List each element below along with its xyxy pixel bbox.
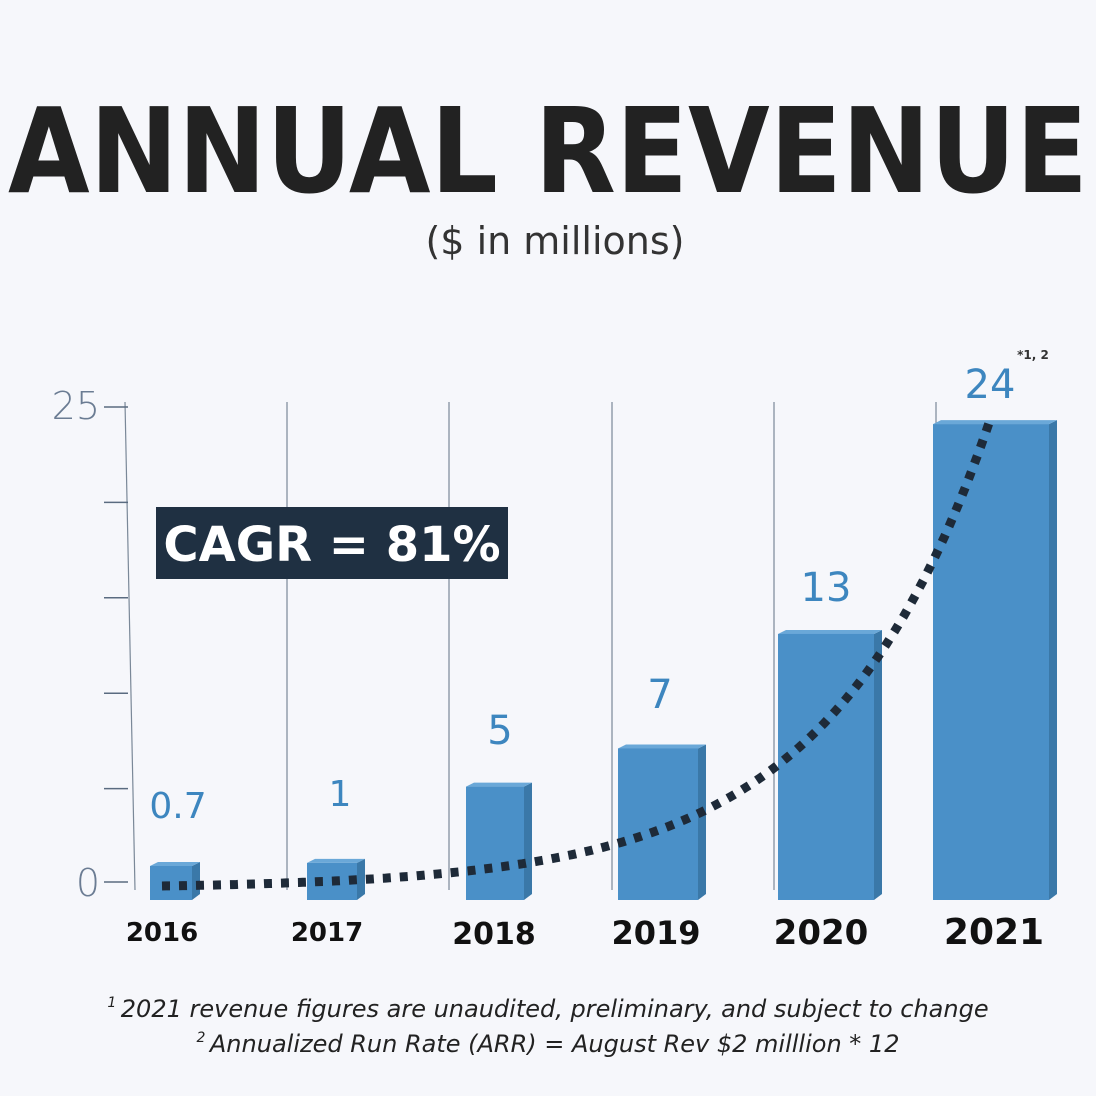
bar-side bbox=[874, 629, 882, 900]
cagr-label: CAGR = 81% bbox=[163, 517, 500, 573]
bar-face bbox=[618, 748, 698, 900]
bar-side bbox=[1049, 420, 1057, 900]
bar-face bbox=[933, 424, 1049, 900]
footnote-1: 1 2021 revenue figures are unaudited, pr… bbox=[107, 994, 988, 1023]
y-axis: 0 25 bbox=[52, 384, 128, 905]
year-label: 2021 bbox=[944, 912, 1044, 953]
year-label: 2019 bbox=[611, 914, 700, 952]
bar-top bbox=[307, 858, 365, 863]
value-label: 5 bbox=[487, 708, 512, 754]
bar bbox=[618, 744, 706, 900]
footnote-2-mark: 2 bbox=[197, 1030, 206, 1046]
trend-curve bbox=[161, 418, 995, 891]
bar bbox=[150, 862, 200, 900]
footnote-1-mark: 1 bbox=[107, 995, 116, 1011]
trend-line bbox=[161, 418, 995, 891]
footnote-1-text: 2021 revenue figures are unaudited, prel… bbox=[121, 995, 989, 1023]
bar-side bbox=[357, 858, 365, 900]
cagr-annotation: CAGR = 81% bbox=[156, 507, 508, 579]
year-label: 2018 bbox=[452, 917, 536, 952]
year-label: 2016 bbox=[126, 918, 198, 948]
bar-side bbox=[524, 782, 532, 900]
y-tick-label: 0 bbox=[76, 861, 100, 905]
bar-top bbox=[778, 629, 882, 634]
bar-top bbox=[150, 862, 200, 866]
value-superscript: *1, 2 bbox=[1017, 348, 1049, 362]
y-tick-label: 25 bbox=[52, 384, 100, 428]
bar-side bbox=[698, 744, 706, 900]
gridline bbox=[124, 401, 136, 891]
chart-title: ANNUAL REVENUE bbox=[8, 82, 1088, 220]
cagr-badge bbox=[156, 507, 508, 579]
bar-face bbox=[466, 786, 524, 900]
footnote-2-text: Annualized Run Rate (ARR) = August Rev $… bbox=[208, 1030, 900, 1058]
bars bbox=[150, 420, 1057, 900]
value-label: 1 bbox=[329, 774, 352, 815]
year-label: 2020 bbox=[774, 913, 869, 953]
value-label: 7 bbox=[647, 672, 672, 718]
footnote-2: 2 Annualized Run Rate (ARR) = August Rev… bbox=[197, 1029, 900, 1058]
value-label: 13 bbox=[801, 565, 852, 611]
bar-top bbox=[466, 782, 532, 787]
footnotes: 1 2021 revenue figures are unaudited, pr… bbox=[107, 994, 988, 1058]
bar bbox=[778, 629, 882, 900]
chart-subtitle: ($ in millions) bbox=[425, 219, 684, 263]
bar-top bbox=[618, 744, 706, 749]
bar-face bbox=[778, 633, 874, 900]
year-labels: 2016 2017 2018 2019 2020 2021 bbox=[126, 912, 1044, 953]
bar-top bbox=[933, 420, 1057, 425]
value-label: 24 bbox=[965, 362, 1016, 408]
year-label: 2017 bbox=[291, 918, 363, 948]
value-label: 0.7 bbox=[149, 786, 206, 827]
bar bbox=[933, 420, 1057, 900]
bar bbox=[466, 782, 532, 900]
value-labels: 0.7 1 5 7 13 24 bbox=[149, 362, 1015, 827]
